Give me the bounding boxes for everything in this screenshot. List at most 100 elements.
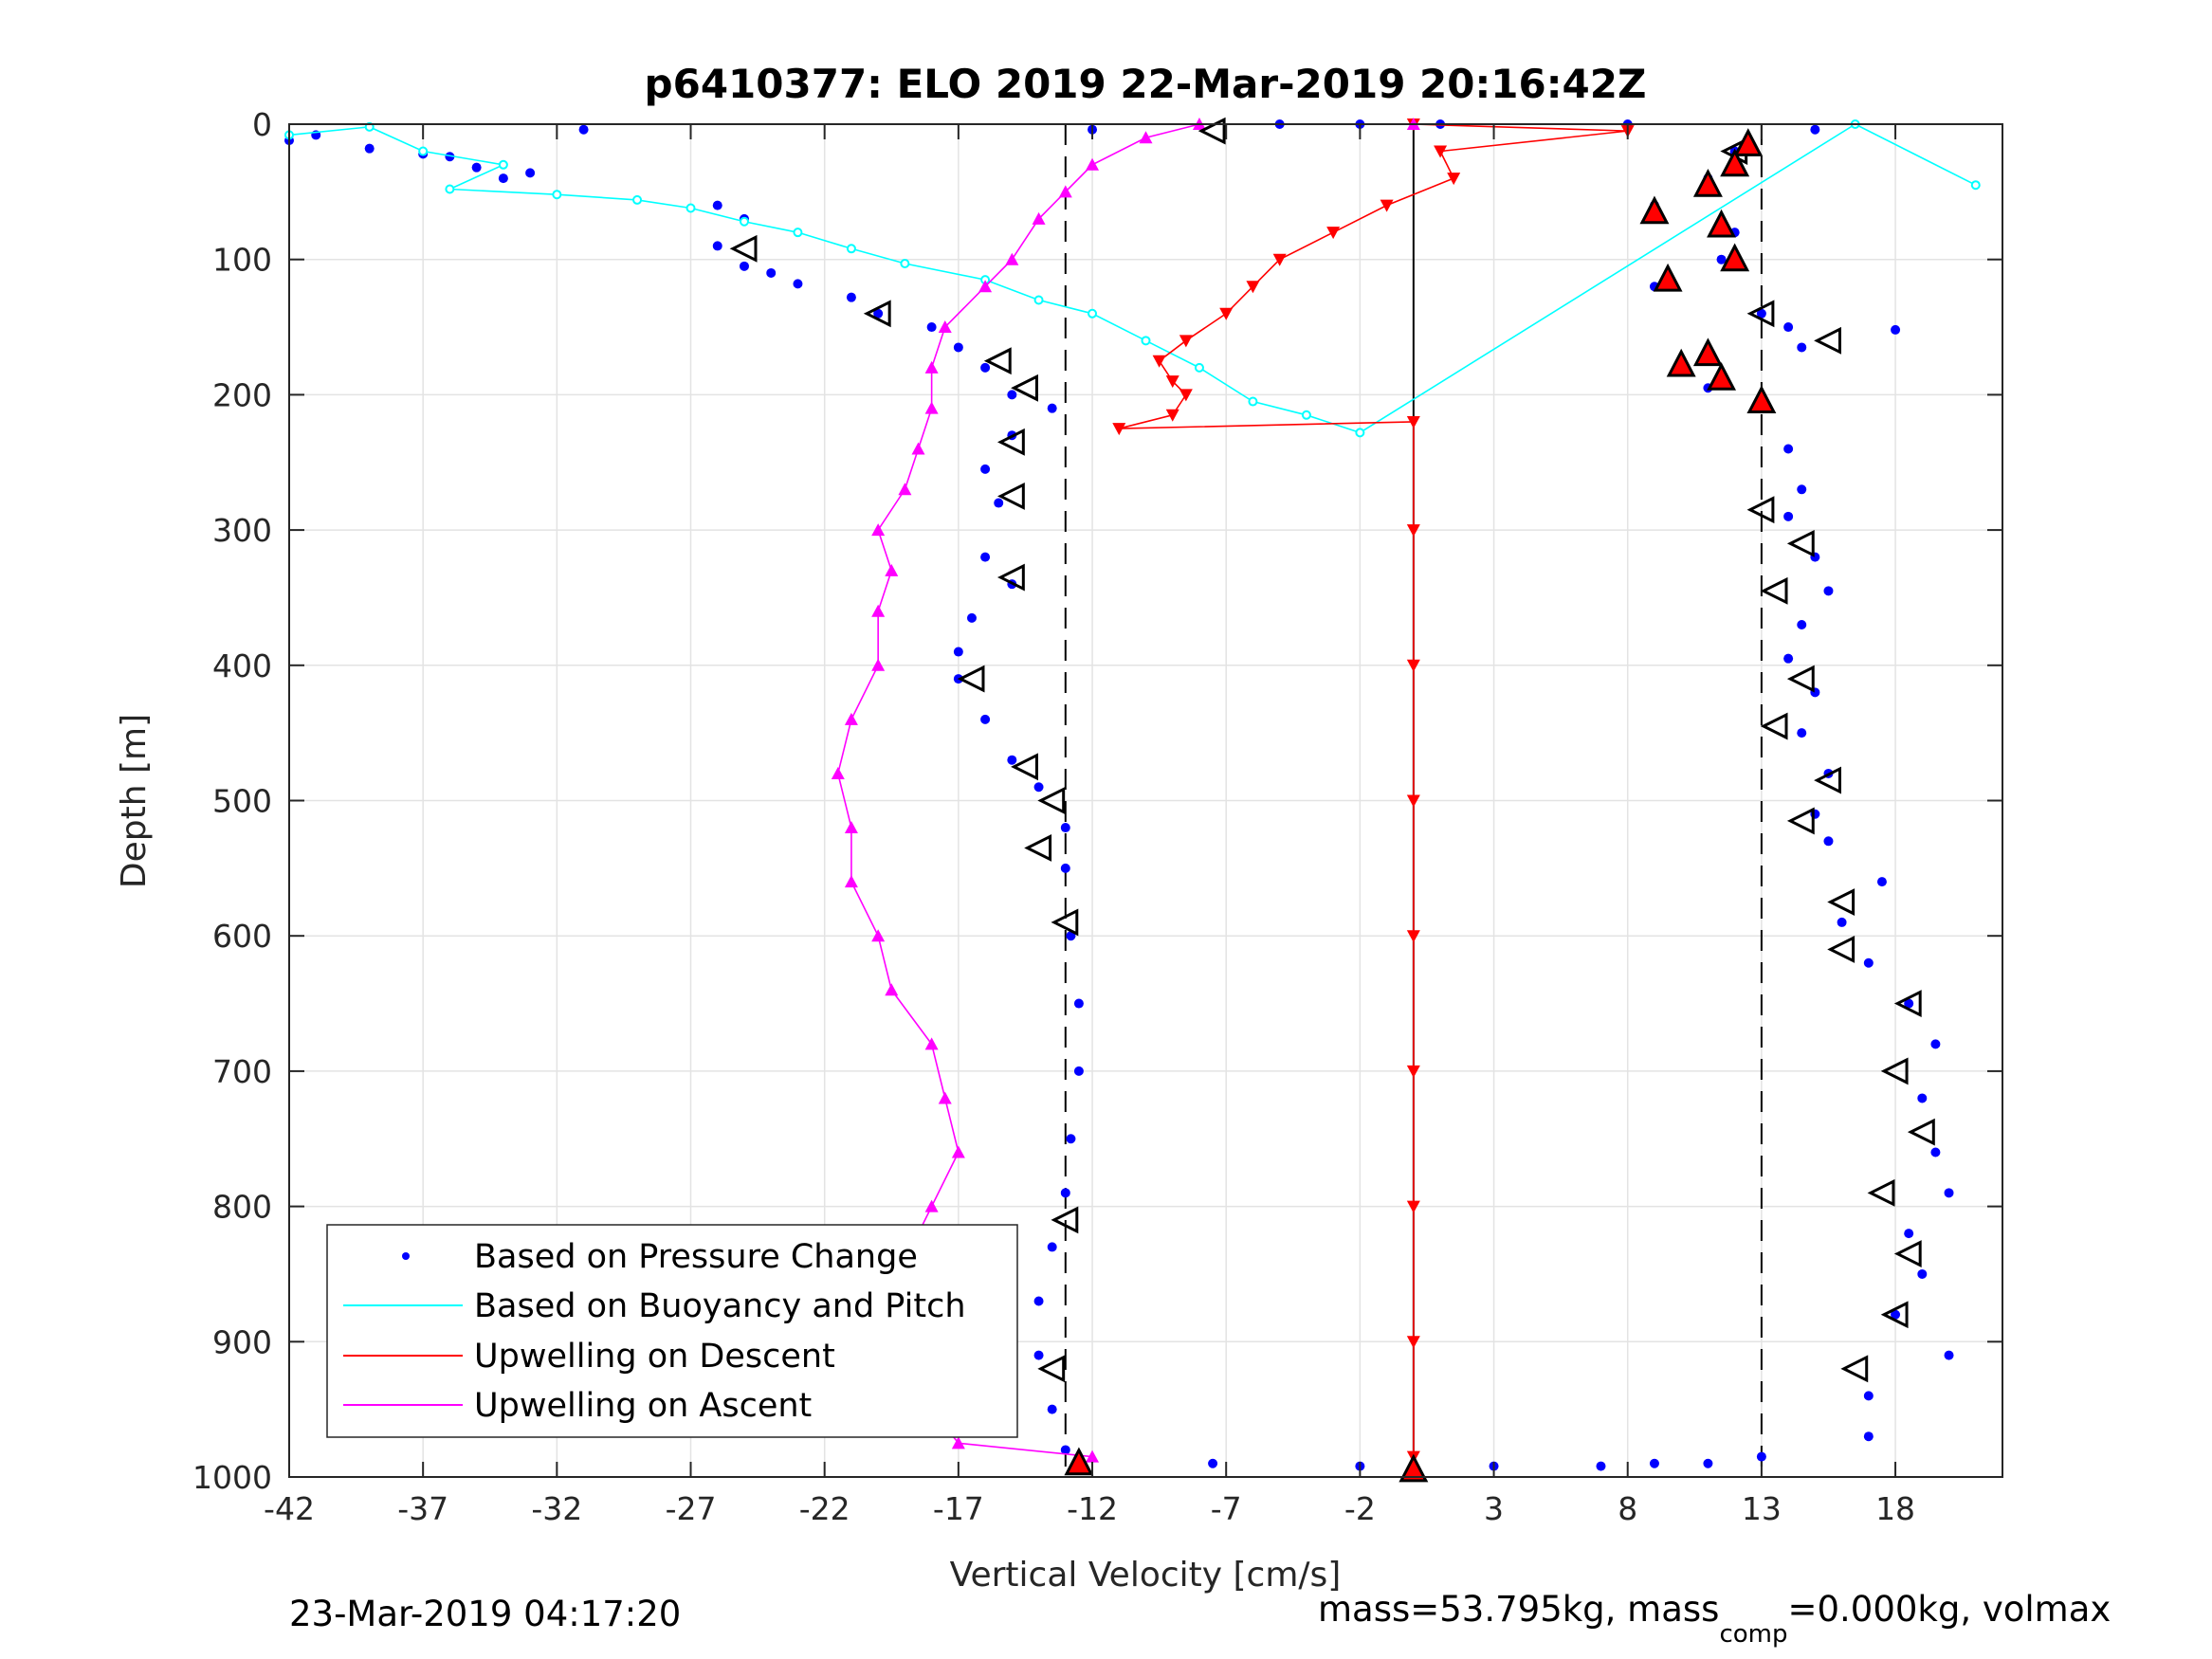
series-5 [1064, 128, 1777, 1483]
pressure-point [1797, 619, 1807, 629]
descent-point [1112, 423, 1126, 436]
direction-marker [1197, 117, 1226, 145]
pressure-point [1066, 1134, 1076, 1144]
buoyancy-point [1970, 180, 1981, 191]
buoyancy-point [632, 194, 643, 205]
legend-descent-label: Upwelling on Descent [474, 1338, 835, 1376]
y-tick-label: 900 [212, 1323, 272, 1360]
x-tick-label: -37 [397, 1490, 448, 1527]
pressure-point [712, 200, 722, 210]
chart-title: p6410377: ELO 2019 22-Mar-2019 20:16:42Z [645, 61, 1647, 107]
pressure-point [1033, 782, 1044, 793]
flag-marker [1720, 148, 1750, 177]
pressure-point [1863, 1391, 1874, 1401]
direction-marker [1011, 753, 1038, 781]
direction-marker [1880, 1057, 1909, 1085]
buoyancy-point [445, 184, 455, 194]
direction-marker [1786, 665, 1815, 693]
ascent-point [951, 1436, 965, 1449]
buoyancy-point [793, 228, 803, 238]
descent-point [1165, 375, 1179, 389]
direction-marker [1037, 787, 1066, 814]
direction-marker [1893, 990, 1922, 1017]
flag-marker [1666, 348, 1696, 377]
descent-point [1326, 227, 1341, 240]
pressure-point [1944, 1188, 1954, 1198]
ascent-point [871, 658, 886, 671]
direction-marker [1760, 712, 1788, 740]
pressure-point [1047, 1242, 1057, 1252]
flag-marker [1746, 385, 1777, 414]
descent-point [1406, 1065, 1420, 1078]
pressure-point [1596, 1461, 1606, 1471]
pressure-point [1066, 931, 1076, 941]
direction-marker [1907, 1118, 1935, 1146]
buoyancy-point [1194, 362, 1204, 373]
x-tick-label: -27 [666, 1490, 717, 1527]
pressure-point [1837, 917, 1847, 927]
footer-mass-info: mass=53.795kg, masscomp=0.000kg, volmax [1318, 1589, 2111, 1649]
pressure-point [1810, 124, 1820, 135]
pressure-point [873, 308, 884, 319]
pressure-point [739, 261, 749, 271]
buoyancy-point [1033, 295, 1044, 305]
pressure-point [445, 152, 455, 162]
pressure-point [1944, 1350, 1954, 1360]
descent-point [1179, 335, 1193, 348]
descent-point [1246, 281, 1260, 294]
direction-marker [996, 428, 1025, 456]
direction-marker [1037, 1355, 1066, 1383]
pressure-point [1073, 1066, 1084, 1076]
ascent-point [938, 1091, 952, 1104]
pressure-point [1930, 1147, 1941, 1158]
pressure-point [1060, 1188, 1070, 1198]
pressure-point [1797, 342, 1807, 353]
descent-point [1447, 173, 1461, 186]
pressure-point [1047, 403, 1057, 413]
y-tick-label: 1000 [192, 1459, 272, 1496]
descent-point [1406, 1336, 1420, 1349]
flag-marker [1639, 195, 1670, 225]
pressure-point [1891, 324, 1901, 335]
pressure-point [1756, 1451, 1766, 1462]
ascent-point [871, 523, 886, 537]
ascent-point [1058, 185, 1072, 198]
pressure-point [1823, 586, 1834, 596]
ascent-point [1005, 252, 1019, 265]
pressure-point [1823, 836, 1834, 847]
descent-point [1165, 409, 1179, 422]
buoyancy-point [1088, 308, 1098, 319]
x-tick-label: -22 [799, 1490, 850, 1527]
x-tick-label: -7 [1211, 1490, 1242, 1527]
pressure-point [980, 552, 991, 562]
direction-marker [1746, 496, 1775, 524]
flag-marker [1398, 1453, 1429, 1483]
pressure-point [1033, 1350, 1044, 1360]
direction-marker [1827, 888, 1856, 916]
footer-mass-subscript: comp [1719, 1620, 1787, 1649]
descent-point [1272, 253, 1287, 266]
pressure-point [1917, 1093, 1928, 1103]
flag-marker [1707, 362, 1737, 391]
x-tick-label: 13 [1742, 1490, 1782, 1527]
series-2 [1112, 118, 1635, 1464]
y-tick-label: 500 [212, 783, 272, 820]
direction-marker [729, 234, 758, 263]
flag-marker [1733, 128, 1764, 156]
ascent-point [885, 983, 899, 996]
flag-marker [1064, 1447, 1094, 1476]
buoyancy-point [552, 190, 562, 200]
ascent-point [844, 821, 858, 834]
pressure-point [364, 143, 375, 154]
pressure-point [1756, 308, 1766, 319]
descent-point [1406, 524, 1420, 538]
pressure-point [1007, 390, 1017, 400]
pressure-point [1783, 653, 1794, 664]
pressure-point [1863, 1431, 1874, 1442]
pressure-point [966, 612, 977, 623]
pressure-point [1033, 1296, 1044, 1306]
x-tick-label: -42 [264, 1490, 315, 1527]
y-tick-label: 0 [252, 106, 272, 143]
pressure-point [1060, 1445, 1070, 1455]
direction-marker [1011, 374, 1038, 402]
